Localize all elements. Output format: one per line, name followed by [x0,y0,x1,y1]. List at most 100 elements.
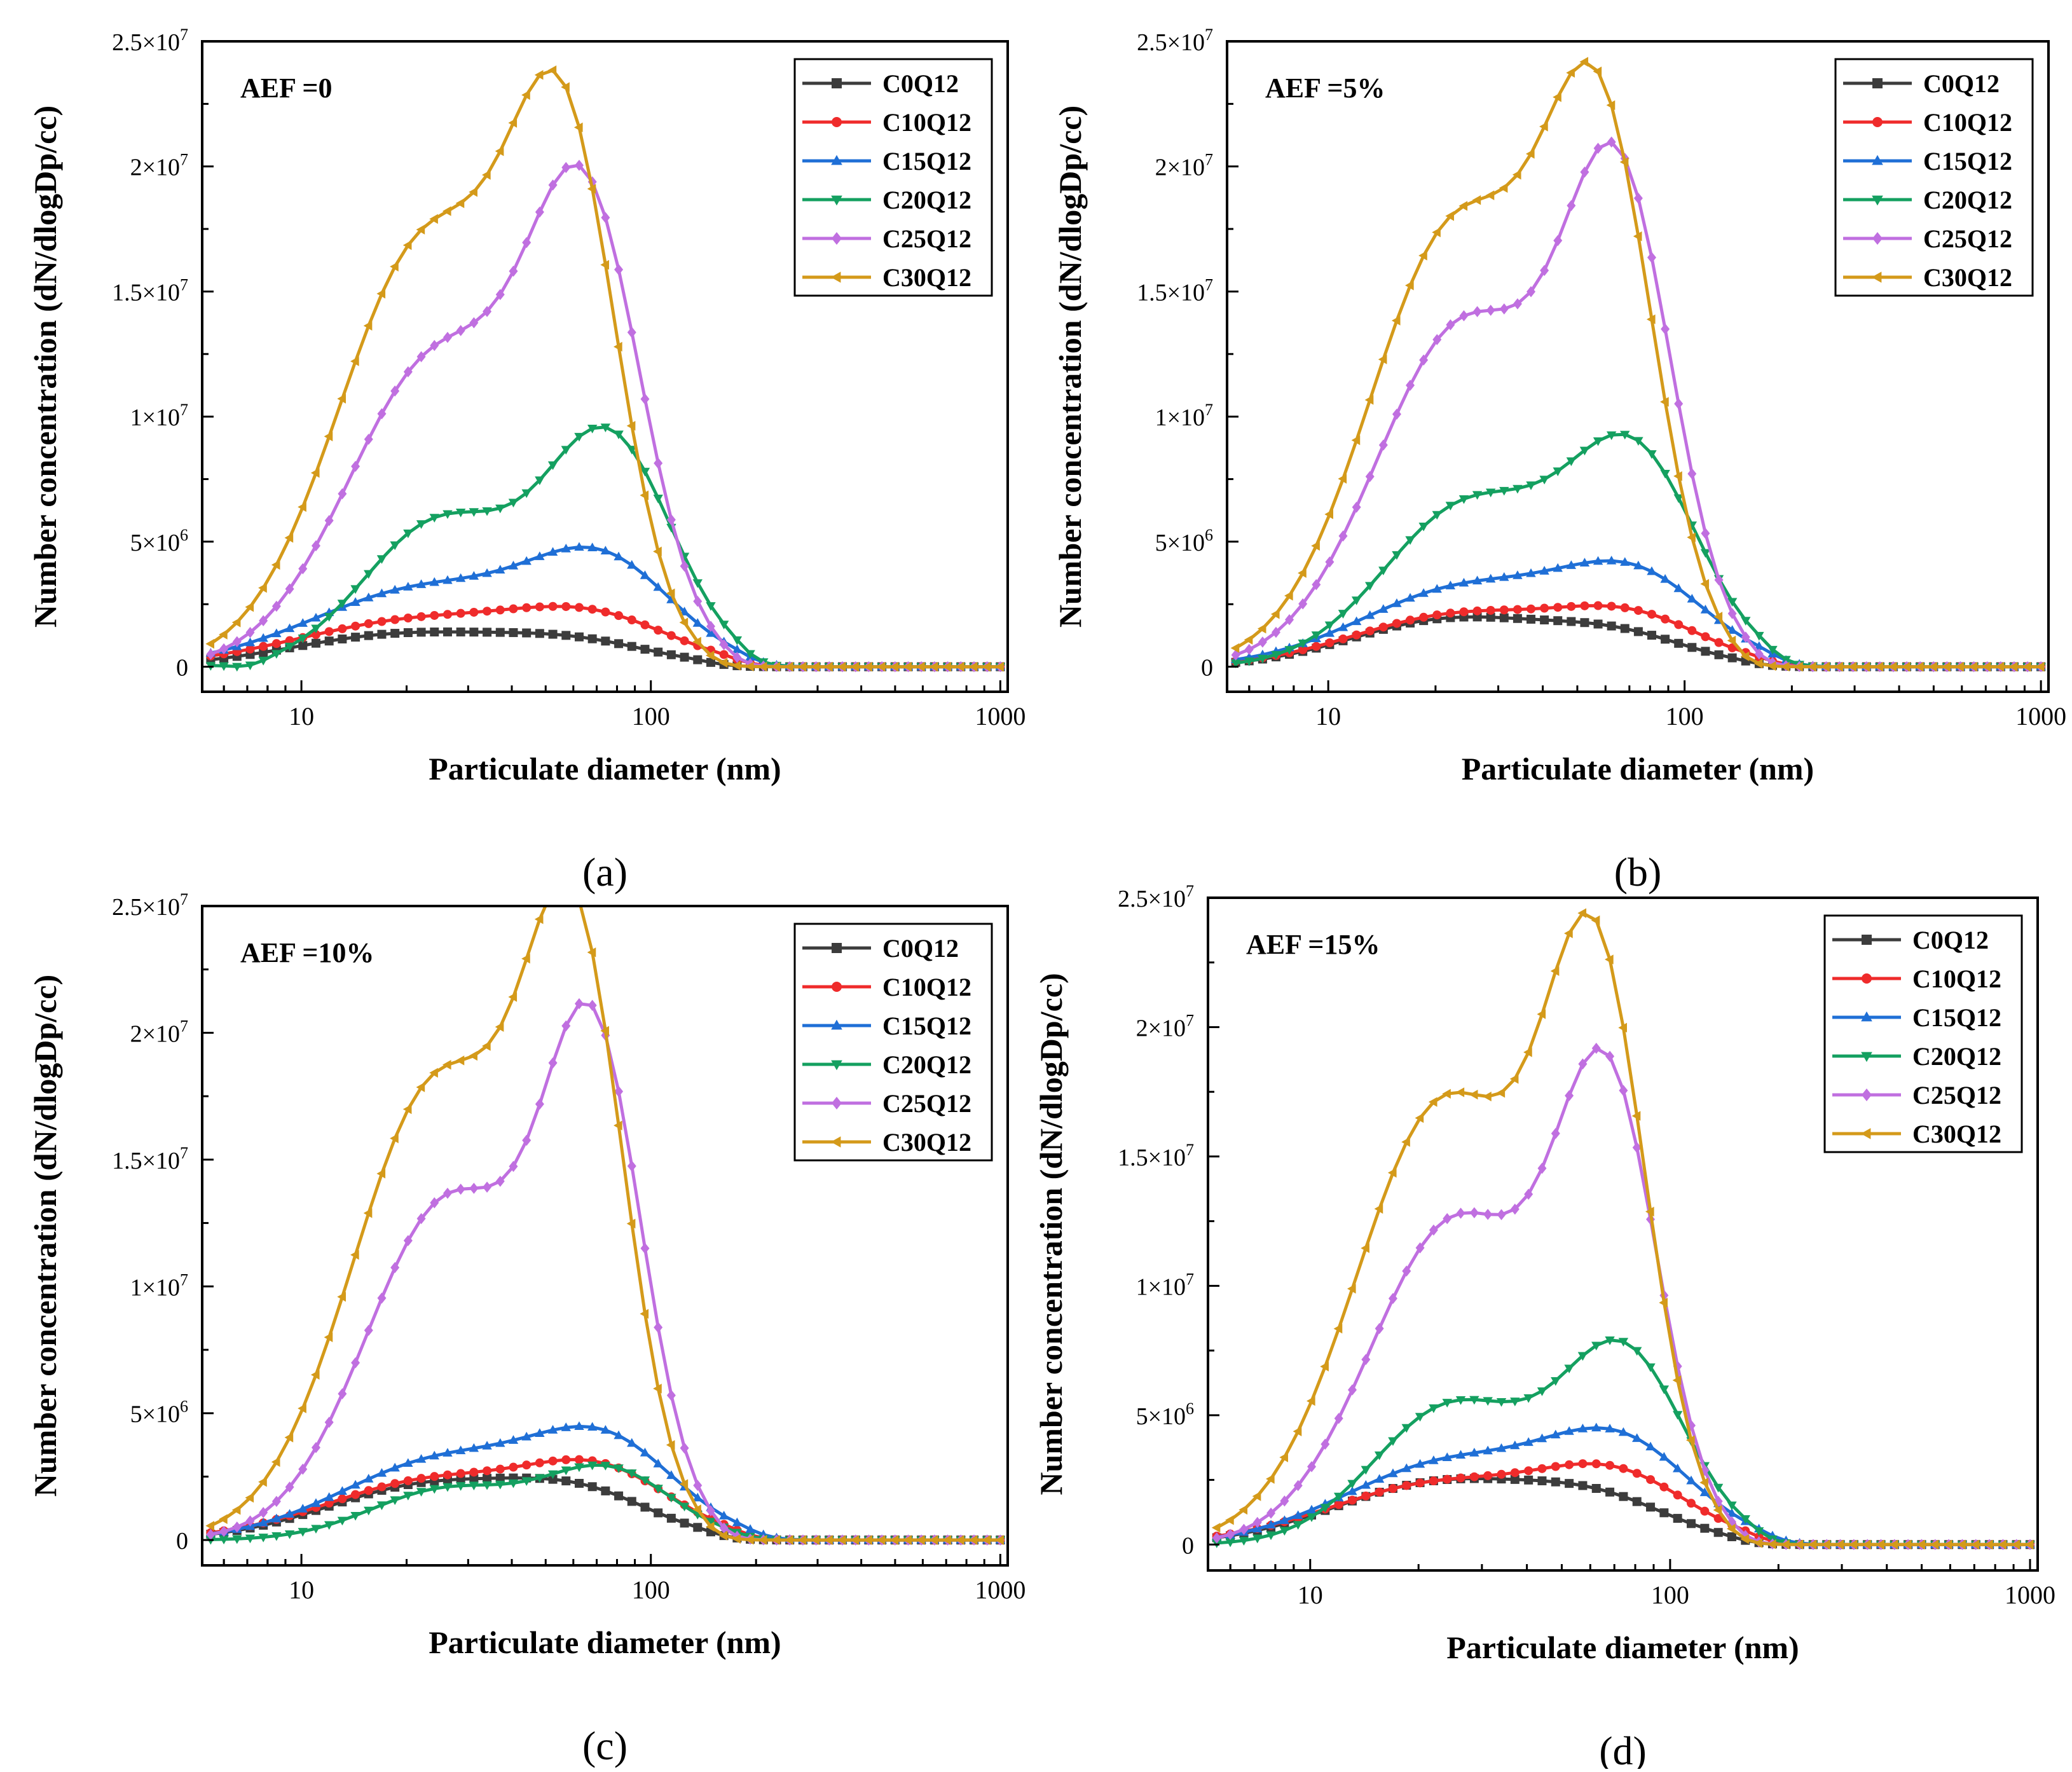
data-point-C0Q12-31 [614,1491,624,1501]
data-point-C0Q12-30 [601,1486,610,1495]
data-point-C15Q12-16 [416,1454,427,1463]
data-point-C30Q12-12 [1374,1204,1383,1214]
series-C10Q12 [1212,1459,2035,1549]
data-point-C20Q12-13 [376,555,387,564]
data-point-C30Q12-36 [679,617,689,628]
data-point-C25Q12-30 [1619,1085,1628,1096]
data-point-C20Q12-8 [1338,610,1348,619]
series-C0Q12 [1212,1474,2035,1549]
data-point-C10Q12-15 [1432,610,1442,620]
data-point-C20Q12-21 [1513,484,1523,494]
legend-marker [1862,1089,1872,1101]
data-point-C20Q12-37 [1727,598,1738,607]
data-point-C15Q12-24 [521,556,532,565]
data-point-C25Q12-28 [574,160,584,171]
data-point-C15Q12-14 [390,1462,400,1472]
data-point-C30Q12-5 [1298,568,1307,578]
data-point-C20Q12-24 [521,489,532,498]
data-point-C30Q12-25 [534,70,544,80]
data-point-C20Q12-1 [219,1535,229,1545]
data-point-C30Q12-40 [732,1534,741,1544]
data-point-C30Q12-34 [1672,1375,1682,1385]
data-point-C30Q12-46 [811,1535,820,1545]
plot-frame [1226,40,2050,693]
data-point-C10Q12-13 [1406,615,1415,625]
data-point-C20Q12-38 [706,602,716,611]
data-point-C30Q12-3 [1270,609,1280,619]
x-axis-label: Particulate diameter (nm) [1446,1630,1799,1665]
data-point-C25Q12-38 [1741,631,1750,643]
data-point-C10Q12-16 [416,1474,426,1483]
data-point-C20Q12-38 [1727,1501,1737,1511]
legend-marker [1872,78,1883,88]
data-point-C30Q12-43 [1794,1539,1804,1549]
data-point-C30Q12-50 [1889,1539,1898,1550]
data-point-C0Q12-38 [706,657,715,667]
data-point-C20Q12-31 [614,1464,624,1473]
data-point-C15Q12-17 [429,577,439,586]
series-line-C0Q12 [1216,1477,2030,1546]
data-point-C30Q12-39 [718,657,728,668]
data-point-C25Q12-17 [1459,310,1469,322]
data-point-C25Q12-11 [1378,439,1388,451]
data-point-C20Q12-29 [1605,1336,1615,1345]
data-point-C30Q12-36 [1713,612,1723,622]
data-point-C30Q12-9 [324,431,333,442]
data-point-C30Q12-9 [324,1332,333,1342]
data-point-C15Q12-24 [1553,563,1563,572]
data-point-C10Q12-22 [1510,1468,1520,1478]
data-point-C15Q12-12 [1374,1474,1385,1483]
y-axis-label: Number concentration (dN/dlogDp/cc) [1033,973,1069,1495]
data-point-C20Q12-38 [706,1518,716,1527]
data-point-C25Q12-33 [640,1242,650,1254]
data-point-C10Q12-13 [1388,1484,1397,1494]
legend-item-C20Q12: C20Q12 [1843,186,2012,214]
data-point-C0Q12-34 [1673,1514,1682,1523]
data-point-C0Q12-33 [640,1502,650,1512]
data-point-C25Q12-21 [483,1181,492,1193]
data-point-C25Q12-20 [469,317,479,329]
data-point-C30Q12-14 [1401,1137,1410,1147]
data-point-C10Q12-19 [456,1469,465,1478]
data-point-C25Q12-7 [1307,1460,1317,1473]
data-point-C20Q12-6 [284,1530,295,1539]
data-point-C15Q12-33 [1673,583,1684,593]
data-point-C10Q12-25 [535,1458,544,1467]
y-tick-label: 2.5×107 [112,25,188,56]
data-point-C25Q12-0 [206,649,216,660]
data-point-C10Q12-34 [654,626,663,635]
data-point-C30Q12-5 [271,560,280,570]
data-point-C15Q12-35 [1686,1475,1696,1485]
data-point-C25Q12-34 [654,457,663,469]
data-point-C30Q12-6 [284,1432,294,1443]
data-point-C15Q12-19 [455,1445,466,1455]
data-point-C15Q12-20 [1499,572,1509,581]
data-point-C0Q12-32 [1661,635,1670,644]
data-point-C15Q12-20 [1483,1445,1493,1455]
data-point-C0Q12-28 [574,632,584,642]
data-point-C30Q12-34 [1687,532,1696,542]
data-point-C20Q12-7 [298,1528,308,1537]
data-point-C30Q12-57 [956,1535,964,1545]
data-point-C30Q12-33 [1673,471,1682,481]
data-point-C30Q12-48 [1862,1539,1871,1550]
data-point-C25Q12-6 [285,583,294,595]
data-point-C0Q12-12 [364,631,373,640]
legend-marker [1871,271,1882,283]
data-point-C20Q12-26 [547,1470,558,1480]
legend-item-C15Q12: C15Q12 [1832,1003,2001,1032]
data-point-C30Q12-40 [1753,1538,1763,1548]
y-tick-label: 1.5×107 [1118,1141,1194,1171]
data-point-C20Q12-27 [561,1466,571,1476]
data-point-C30Q12-42 [1781,1539,1790,1549]
data-point-C15Q12-26 [547,1425,558,1434]
data-point-C20Q12-23 [508,1479,519,1488]
data-point-C10Q12-34 [1673,1490,1682,1500]
data-point-C25Q12-2 [232,1521,242,1533]
data-point-C25Q12-9 [324,1417,334,1428]
data-point-C15Q12-7 [298,1504,308,1513]
data-point-C10Q12-15 [403,614,413,623]
data-point-C20Q12-21 [482,1481,492,1490]
data-point-C0Q12-23 [1540,615,1549,625]
data-point-C30Q12-6 [1311,540,1320,551]
